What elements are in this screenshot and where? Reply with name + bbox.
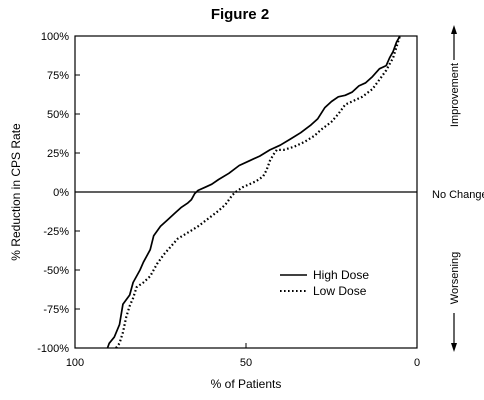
- y-tick-label: 25%: [47, 148, 69, 160]
- y-tick-label: -100%: [37, 343, 69, 355]
- up-arrow-icon: [451, 25, 457, 34]
- series-layer: [106, 35, 401, 349]
- down-arrow-icon: [451, 343, 457, 352]
- improvement-label: Improvement: [449, 63, 461, 127]
- y-tick-label: -50%: [43, 265, 69, 277]
- x-tick-label: 100: [66, 357, 84, 369]
- legend-high-dose-label: High Dose: [313, 268, 369, 282]
- y-axis-ticks: 100% 75% 50% 25% 0% -25% -50% -75% -100%: [37, 31, 80, 355]
- legend-low-dose-label: Low Dose: [313, 284, 367, 298]
- legend: High Dose Low Dose: [280, 268, 369, 298]
- series-line-high-dose: [106, 35, 401, 349]
- worsening-label: Worsening: [449, 252, 461, 304]
- y-tick-label: 75%: [47, 70, 69, 82]
- improvement-annotation: Improvement: [449, 25, 461, 127]
- x-axis-ticks: 100 50 0: [66, 343, 420, 369]
- y-tick-label: -75%: [43, 304, 69, 316]
- y-axis-label: % Reduction in CPS Rate: [9, 123, 23, 261]
- y-tick-label: 0%: [53, 187, 69, 199]
- chart-title: Figure 2: [211, 6, 269, 23]
- y-tick-label: -25%: [43, 226, 69, 238]
- y-tick-label: 50%: [47, 109, 69, 121]
- y-tick-label: 100%: [41, 31, 69, 43]
- x-tick-label: 0: [414, 357, 420, 369]
- no-change-label: No Change: [432, 189, 484, 201]
- worsening-annotation: Worsening: [449, 252, 461, 352]
- x-axis-label: % of Patients: [211, 377, 282, 391]
- x-tick-label: 50: [240, 357, 252, 369]
